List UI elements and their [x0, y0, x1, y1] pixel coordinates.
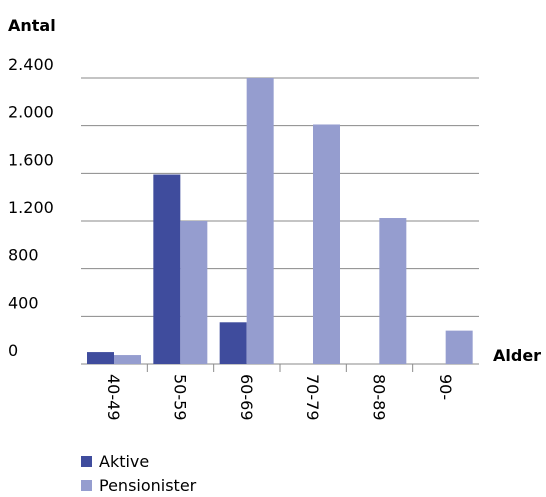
- bar-aktive: [219, 322, 247, 364]
- y-tick-labels: 0 400 800 1.200 1.600 2.000 2.400: [8, 55, 54, 360]
- y-tick-label: 0: [8, 341, 18, 360]
- x-tick-label: 60-69: [237, 374, 256, 421]
- legend-label: Pensionister: [99, 476, 197, 495]
- y-axis-label: Antal: [8, 16, 56, 35]
- x-tick-label: 50-59: [171, 374, 190, 421]
- legend: Aktive Pensionister: [81, 452, 197, 495]
- y-tick-label: 400: [8, 293, 39, 312]
- x-axis-label: Alder: [493, 346, 541, 365]
- x-tick-label: 80-89: [370, 374, 389, 421]
- y-tick-label: 800: [8, 246, 39, 265]
- x-tick-labels: 40-49 50-59 60-69 70-79 80-89 90-: [104, 364, 455, 421]
- bar-pensionister: [246, 78, 274, 364]
- y-tick-label: 2.000: [8, 103, 54, 122]
- bar-pensionister: [313, 124, 340, 364]
- y-tick-label: 1.600: [8, 150, 54, 169]
- bar-pensionister: [379, 218, 407, 364]
- x-tick-label: 70-79: [303, 374, 322, 421]
- legend-swatch: [81, 456, 92, 467]
- bar-pensionister: [114, 355, 141, 364]
- gridlines: [81, 77, 479, 365]
- y-tick-label: 1.200: [8, 198, 54, 217]
- bar-pensionister: [180, 221, 208, 364]
- bar-pensionister: [445, 330, 473, 364]
- bar-aktive: [153, 174, 181, 364]
- x-tick-label: 90-: [436, 374, 455, 400]
- bar-aktive: [87, 352, 114, 364]
- x-tick-label: 40-49: [104, 374, 123, 421]
- legend-label: Aktive: [99, 452, 149, 471]
- legend-swatch: [81, 480, 92, 491]
- y-tick-label: 2.400: [8, 55, 54, 74]
- bars: [87, 78, 473, 364]
